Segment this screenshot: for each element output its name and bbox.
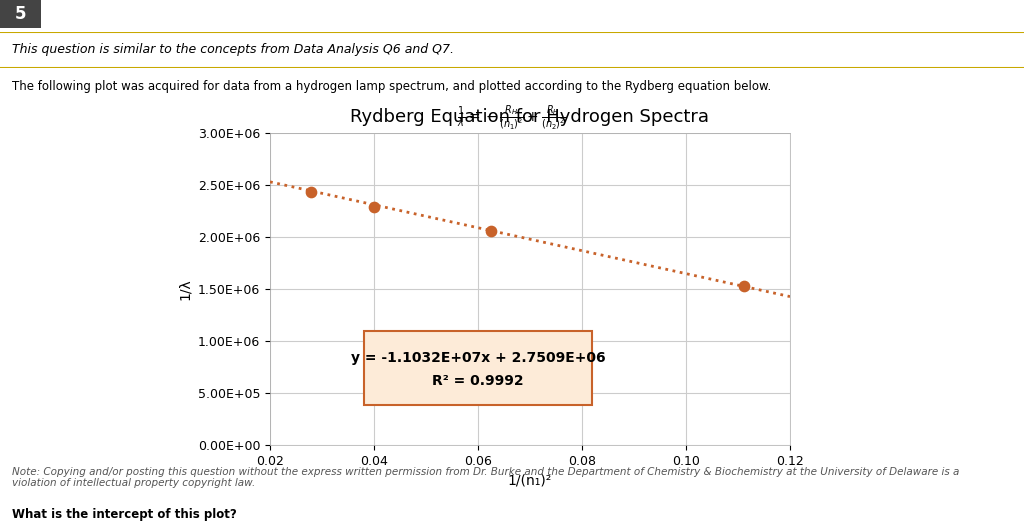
Point <box>482 227 499 235</box>
Text: Note: Copying and/or posting this question without the express written permissio: Note: Copying and/or posting this questi… <box>12 467 959 488</box>
Title: Rydberg Equation for Hydrogen Spectra: Rydberg Equation for Hydrogen Spectra <box>350 108 710 126</box>
Point <box>366 203 382 211</box>
FancyBboxPatch shape <box>0 0 41 28</box>
Text: 5: 5 <box>14 5 27 23</box>
Point <box>302 188 318 196</box>
Text: What is the intercept of this plot?: What is the intercept of this plot? <box>12 508 237 521</box>
Point <box>735 282 752 290</box>
FancyBboxPatch shape <box>364 330 593 406</box>
Text: $\frac{1}{\lambda} = -\frac{R_H}{(n_1)^2} + \frac{R_H}{(n_2)^2}$: $\frac{1}{\lambda} = -\frac{R_H}{(n_1)^2… <box>458 103 566 133</box>
Text: The following plot was acquired for data from a hydrogen lamp spectrum, and plot: The following plot was acquired for data… <box>12 80 771 93</box>
Y-axis label: 1/λ: 1/λ <box>178 278 193 300</box>
Text: 1 point: 1 point <box>51 7 95 20</box>
Text: R² = 0.9992: R² = 0.9992 <box>432 374 524 388</box>
Text: This question is similar to the concepts from Data Analysis Q6 and Q7.: This question is similar to the concepts… <box>12 43 455 56</box>
X-axis label: 1/(n₁)²: 1/(n₁)² <box>508 473 552 487</box>
Text: y = -1.1032E+07x + 2.7509E+06: y = -1.1032E+07x + 2.7509E+06 <box>350 351 605 365</box>
